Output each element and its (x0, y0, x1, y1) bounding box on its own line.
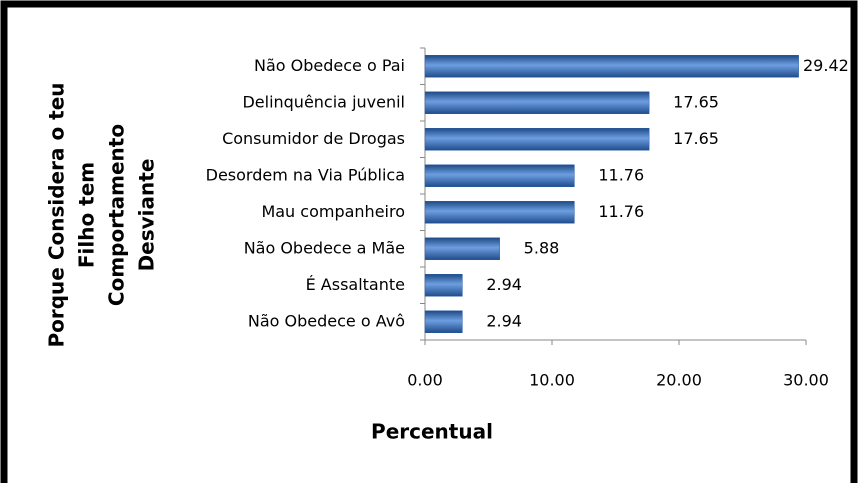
x-tick-label: 30.00 (783, 371, 829, 390)
bar (424, 310, 463, 333)
data-label: 29.42 (803, 56, 849, 75)
data-label: 5.88 (524, 238, 560, 257)
x-tick-label: 0.00 (407, 371, 443, 390)
y-tick-label: Desordem na Via Pública (206, 165, 405, 184)
bar (424, 201, 575, 224)
data-label: 11.76 (598, 202, 644, 221)
y-tick-label: Delinquência juvenil (242, 92, 405, 111)
y-tick-label: É Assaltante (306, 275, 405, 294)
y-axis-label: Desviante (135, 159, 159, 272)
x-tick-label: 10.00 (529, 371, 575, 390)
data-label: 17.65 (673, 92, 719, 111)
x-tick-label: 20.00 (656, 371, 702, 390)
y-axis-label: Filho tem (75, 162, 99, 268)
y-tick-label: Não Obedece o Avô (248, 311, 405, 330)
data-label: 11.76 (598, 165, 644, 184)
bar (424, 55, 799, 78)
y-axis-label: Comportamento (105, 124, 129, 306)
data-label: 2.94 (486, 311, 522, 330)
bar (424, 164, 575, 187)
y-axis-label: Porque Considera o teu (45, 82, 69, 347)
y-tick-label: Não Obedece a Mãe (244, 238, 405, 257)
y-tick-label: Não Obedece o Pai (254, 56, 405, 75)
data-label: 2.94 (486, 275, 522, 294)
data-label: 17.65 (673, 129, 719, 148)
y-tick-label: Mau companheiro (261, 202, 405, 221)
bar (424, 274, 463, 297)
y-tick-label: Consumidor de Drogas (222, 129, 405, 148)
x-axis-label: Percentual (371, 420, 493, 444)
bar (424, 128, 650, 151)
bar (424, 91, 650, 114)
bar (424, 237, 500, 260)
